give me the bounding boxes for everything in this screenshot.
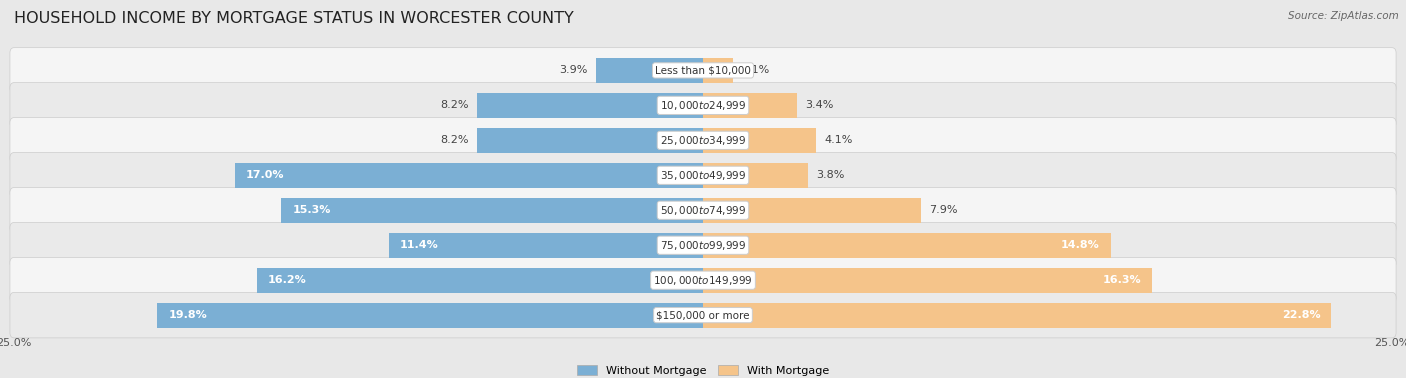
Bar <box>281 198 703 223</box>
Text: 3.8%: 3.8% <box>815 170 845 180</box>
Legend: Without Mortgage, With Mortgage: Without Mortgage, With Mortgage <box>572 361 834 378</box>
Text: 4.1%: 4.1% <box>824 135 852 145</box>
Text: $150,000 or more: $150,000 or more <box>657 310 749 320</box>
Text: 3.9%: 3.9% <box>558 65 588 75</box>
Bar <box>477 93 703 118</box>
Text: $35,000 to $49,999: $35,000 to $49,999 <box>659 169 747 182</box>
FancyBboxPatch shape <box>10 118 1396 163</box>
Text: $100,000 to $149,999: $100,000 to $149,999 <box>654 274 752 287</box>
Text: $50,000 to $74,999: $50,000 to $74,999 <box>659 204 747 217</box>
Bar <box>596 58 703 83</box>
Text: $75,000 to $99,999: $75,000 to $99,999 <box>659 239 747 252</box>
Bar <box>477 128 703 153</box>
Text: 17.0%: 17.0% <box>246 170 284 180</box>
Text: Source: ZipAtlas.com: Source: ZipAtlas.com <box>1288 11 1399 21</box>
Bar <box>389 232 703 258</box>
Text: 19.8%: 19.8% <box>169 310 207 320</box>
Bar <box>703 268 1152 293</box>
Text: 15.3%: 15.3% <box>292 205 330 215</box>
Text: $25,000 to $34,999: $25,000 to $34,999 <box>659 134 747 147</box>
Bar <box>703 93 797 118</box>
FancyBboxPatch shape <box>10 223 1396 268</box>
FancyBboxPatch shape <box>10 187 1396 233</box>
Text: 16.2%: 16.2% <box>267 275 307 285</box>
Text: Less than $10,000: Less than $10,000 <box>655 65 751 75</box>
Bar <box>157 302 703 328</box>
Bar <box>256 268 703 293</box>
Text: 14.8%: 14.8% <box>1062 240 1099 250</box>
FancyBboxPatch shape <box>10 257 1396 303</box>
FancyBboxPatch shape <box>10 293 1396 338</box>
FancyBboxPatch shape <box>10 48 1396 93</box>
Bar <box>235 163 703 188</box>
Text: HOUSEHOLD INCOME BY MORTGAGE STATUS IN WORCESTER COUNTY: HOUSEHOLD INCOME BY MORTGAGE STATUS IN W… <box>14 11 574 26</box>
Bar <box>703 128 815 153</box>
Text: 8.2%: 8.2% <box>440 101 468 110</box>
FancyBboxPatch shape <box>10 153 1396 198</box>
Text: 11.4%: 11.4% <box>399 240 439 250</box>
Text: 16.3%: 16.3% <box>1102 275 1142 285</box>
Text: 1.1%: 1.1% <box>741 65 770 75</box>
Text: $10,000 to $24,999: $10,000 to $24,999 <box>659 99 747 112</box>
Bar <box>703 58 734 83</box>
Bar <box>703 302 1331 328</box>
Text: 3.4%: 3.4% <box>806 101 834 110</box>
Text: 8.2%: 8.2% <box>440 135 468 145</box>
Bar <box>703 163 807 188</box>
FancyBboxPatch shape <box>10 83 1396 128</box>
Bar <box>703 198 921 223</box>
Bar <box>703 232 1111 258</box>
Text: 7.9%: 7.9% <box>929 205 957 215</box>
Text: 22.8%: 22.8% <box>1282 310 1320 320</box>
